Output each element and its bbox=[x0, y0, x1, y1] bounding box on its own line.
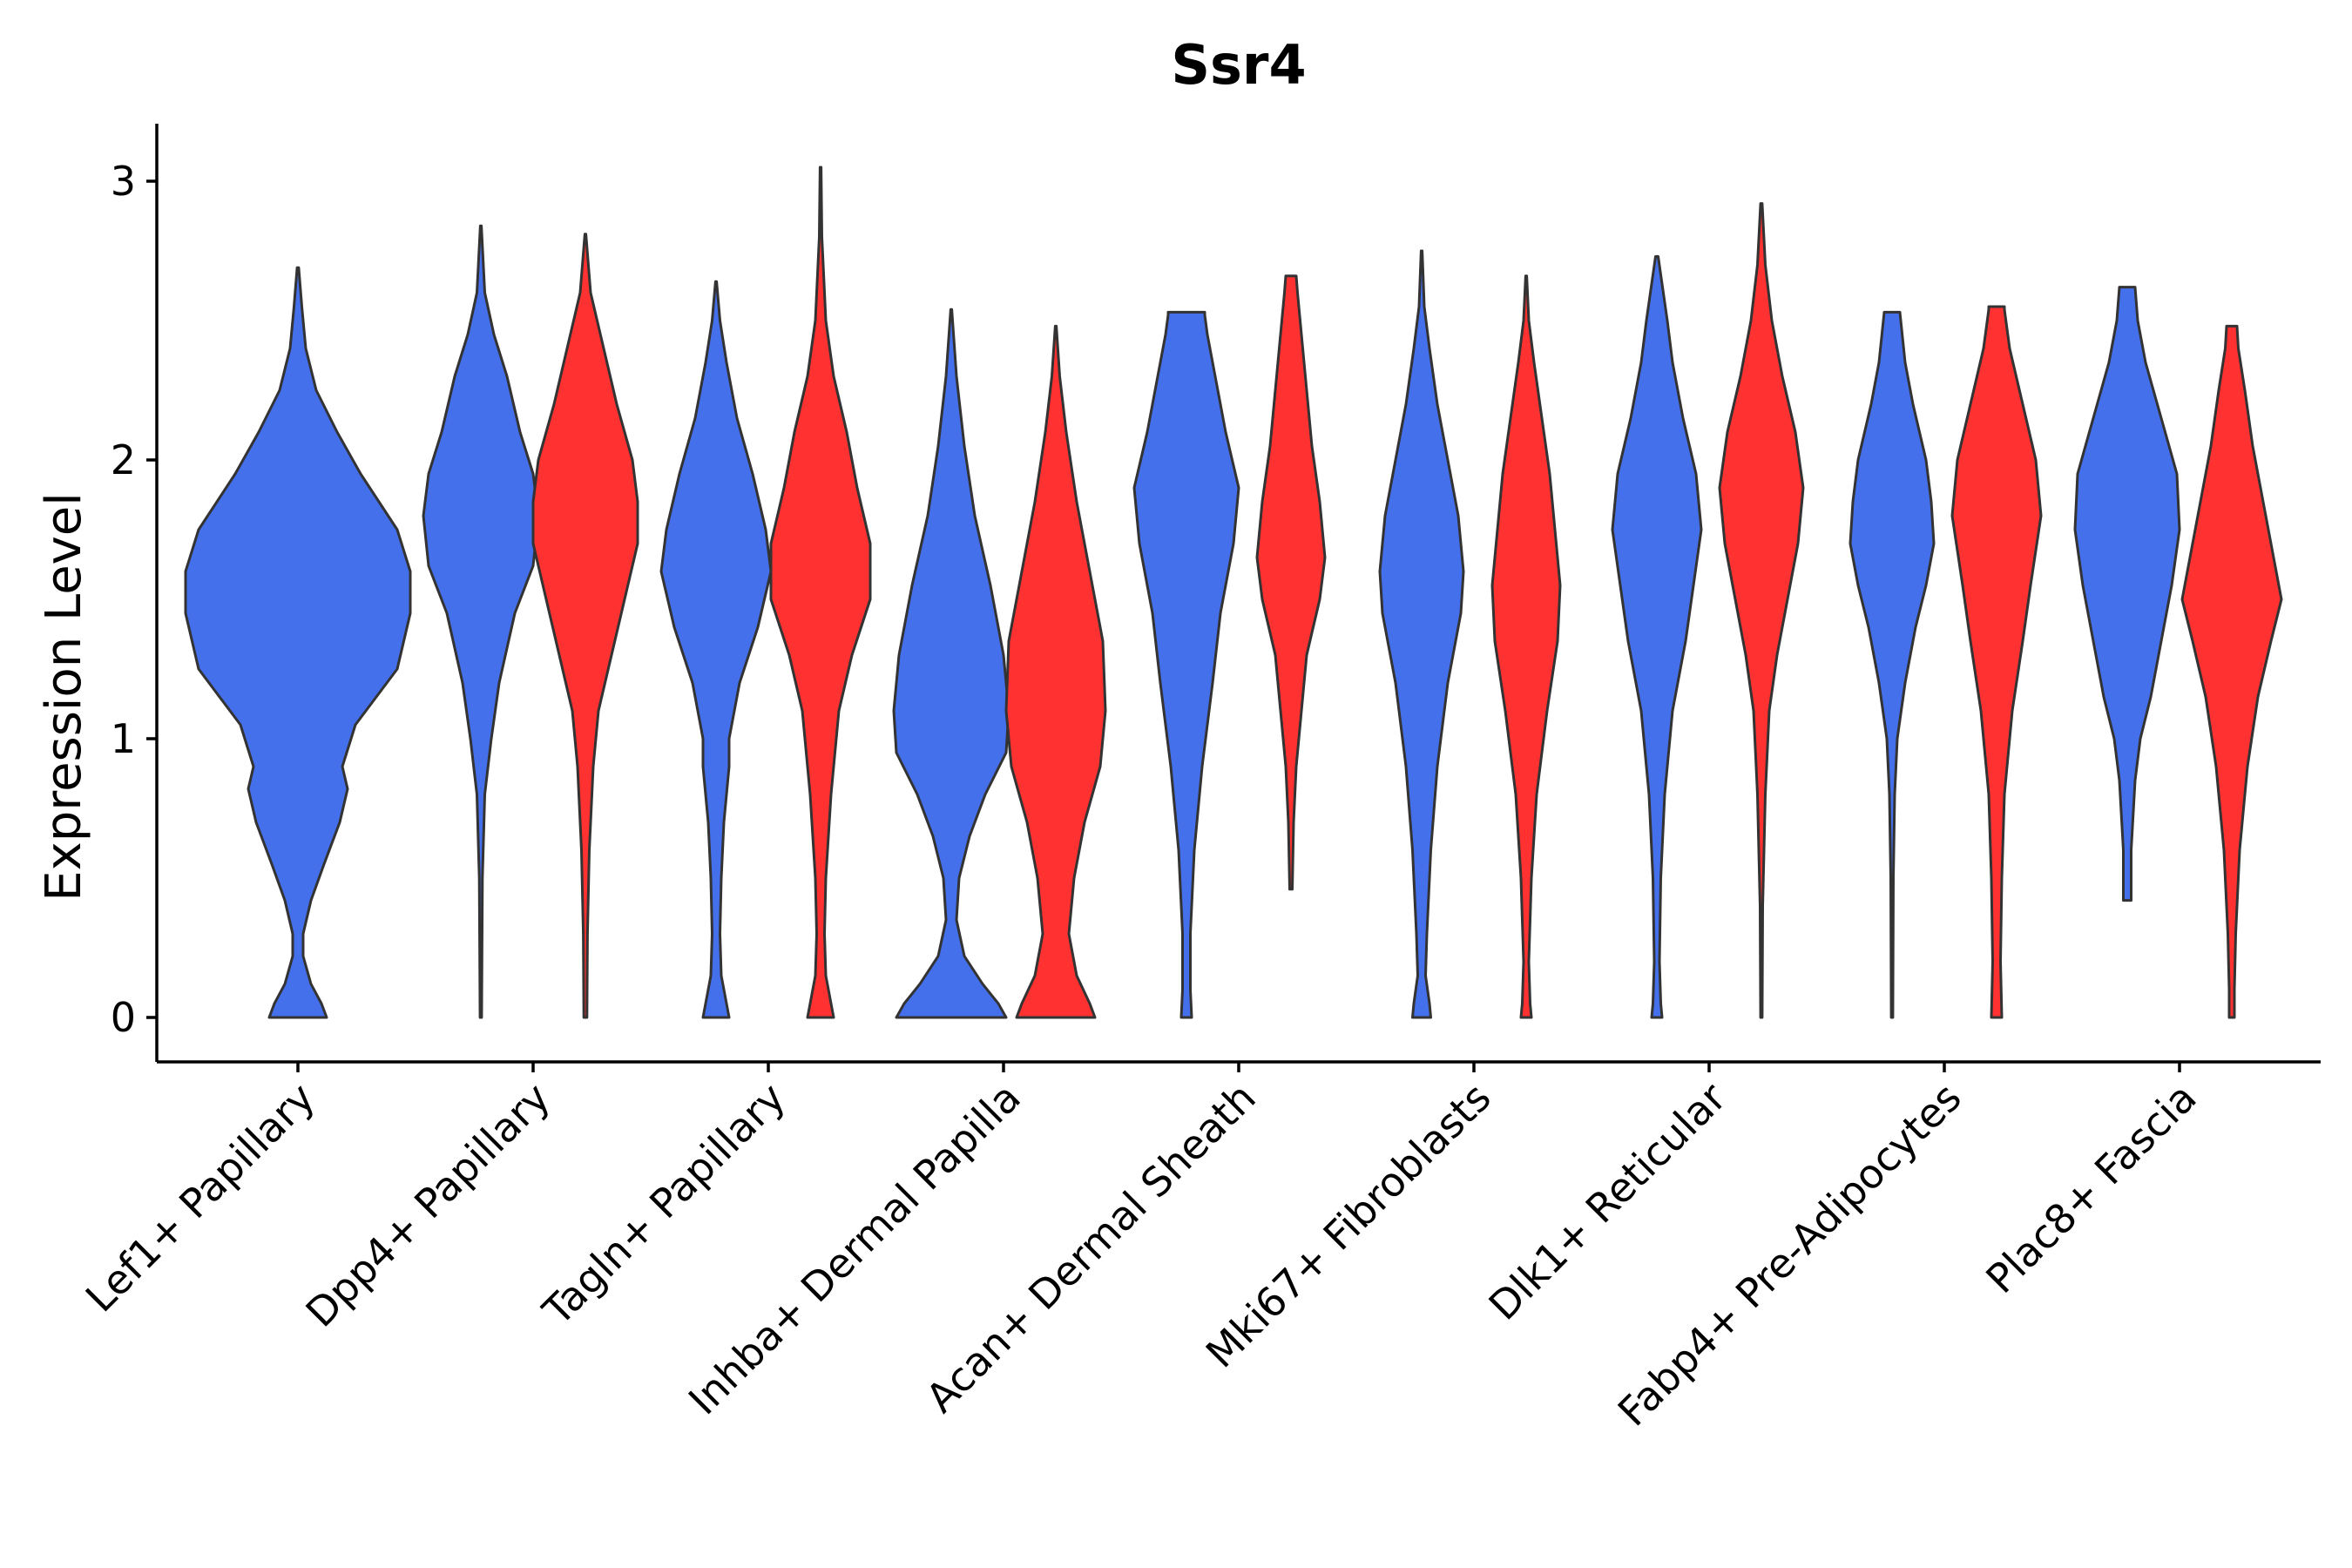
x-tick-label: Lef1+ Papillary bbox=[77, 1074, 324, 1321]
violin-group-1-5 bbox=[1378, 249, 1465, 1019]
violin-group-2-5 bbox=[1490, 274, 1562, 1019]
violin-group-1-6 bbox=[1611, 254, 1703, 1019]
x-tick-label: Dlk1+ Reticular bbox=[1480, 1074, 1735, 1329]
y-tick-label: 1 bbox=[111, 715, 136, 762]
violin-group-2-8 bbox=[2180, 324, 2283, 1019]
violin-group-1-4 bbox=[1132, 310, 1240, 1019]
x-tick-label: Dpp4+ Papillary bbox=[297, 1074, 559, 1336]
violin-group-1-8 bbox=[2073, 286, 2181, 902]
chart-title: Ssr4 bbox=[1171, 33, 1306, 97]
violin-group-1-7 bbox=[1848, 310, 1936, 1019]
violin-group-2-3 bbox=[1004, 324, 1107, 1019]
violin-group-2-6 bbox=[1718, 202, 1805, 1019]
violin-group-1-1 bbox=[422, 224, 540, 1019]
violin-group-2-2 bbox=[769, 166, 872, 1019]
y-tick-label: 0 bbox=[111, 994, 136, 1041]
violin-group-1-3 bbox=[892, 308, 1010, 1019]
x-tick-label: Tagln+ Papillary bbox=[533, 1074, 794, 1335]
violin-group-1-0 bbox=[184, 266, 412, 1019]
y-tick-label: 2 bbox=[111, 436, 136, 483]
violin-group-2-1 bbox=[531, 233, 639, 1019]
violin-group-2-7 bbox=[1950, 305, 2043, 1019]
y-axis-label: Expression Level bbox=[36, 492, 92, 902]
y-ticks: 0 1 2 3 bbox=[111, 158, 157, 1041]
violin-layer bbox=[184, 166, 2283, 1019]
y-tick-label: 3 bbox=[111, 158, 136, 205]
violin-group-2-4 bbox=[1255, 274, 1327, 891]
violin-group-1-2 bbox=[659, 280, 773, 1019]
x-tick-label: Plac8+ Fascia bbox=[1977, 1074, 2205, 1302]
